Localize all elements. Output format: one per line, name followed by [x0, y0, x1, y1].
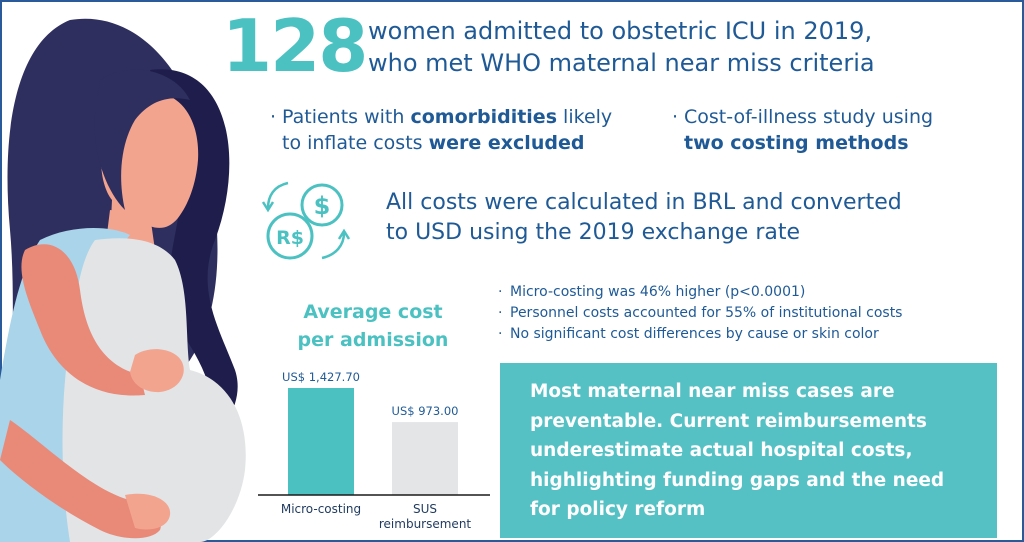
chart-title: Average cost per admission [268, 298, 478, 354]
finding-item: · No significant cost differences by caus… [498, 326, 879, 342]
findings-list: · Micro-costing was 46% higher (p<0.0001)… [498, 282, 902, 345]
hair-flow [150, 69, 238, 445]
finding-item: · Personnel costs accounted for 55% of in… [498, 305, 903, 321]
real-coin-icon [266, 212, 314, 260]
pregnant-woman-illustration [0, 18, 246, 542]
bar-2 [392, 422, 458, 495]
headline-line-1: women admitted to obstetric ICU in 2019, [368, 17, 873, 45]
arrow-bottom-right [321, 232, 346, 260]
arm [21, 244, 145, 396]
chart-title-line-2: per admission [297, 329, 449, 351]
bar-1 [288, 388, 354, 495]
finding-text-2: Personnel costs accounted for 55% of ins… [510, 305, 903, 321]
bullet-left-line2-bold: were excluded [428, 132, 585, 154]
finding-item: · Micro-costing was 46% higher (p<0.0001) [498, 284, 806, 300]
hand-top [130, 349, 184, 393]
average-cost-bar-chart: US$ 1,427.70 Micro-costing US$ 973.00 SUSre… [258, 370, 490, 531]
dollar-sign: $ [314, 192, 331, 220]
arm-lower [0, 420, 161, 539]
headline-text: women admitted to obstetric ICU in 2019,… [368, 15, 875, 79]
bullet-left-line1-post: likely [557, 106, 613, 128]
bullet-right-line2-bold: two costing methods [684, 132, 909, 154]
conversion-line-2: to USD using the 2019 exchange rate [386, 220, 801, 245]
bullet-left-line2-pre: to inflate costs [282, 132, 429, 154]
chart-title-line-1: Average cost [303, 301, 443, 323]
finding-text-1: Micro-costing was 46% higher (p<0.0001) [510, 284, 806, 300]
bullet-dot: · [672, 106, 679, 128]
callout-line-2: preventable. Current reimbursements [530, 410, 927, 432]
category-label-2: reimbursement [379, 517, 472, 531]
bar-value-label-2: US$ 973.00 [392, 404, 459, 418]
callout-line-4: highlighting funding gaps and the need [530, 469, 945, 491]
hand-bottom [125, 493, 171, 530]
currency-exchange-icon: $ R$ [261, 181, 351, 260]
callout-line-3: underestimate actual hospital costs, [530, 440, 913, 461]
real-sign: R$ [276, 227, 304, 249]
dollar-coin-icon [300, 183, 344, 227]
conversion-text: All costs were calculated in BRL and con… [386, 188, 902, 248]
conversion-line-1: All costs were calculated in BRL and con… [386, 190, 902, 215]
callout-line-5: for policy reform [530, 499, 706, 520]
bullet-dot: · [270, 106, 277, 128]
headline-line-2: who met WHO maternal near miss criteria [368, 49, 875, 77]
conclusion-callout: Most maternal near miss cases are preven… [500, 363, 997, 538]
hair-front [94, 69, 190, 210]
bullet-comorbidities: · Patients with comorbidities likely to i… [270, 104, 612, 156]
finding-text-3: No significant cost differences by cause… [510, 326, 879, 342]
bar-value-label-1: US$ 1,427.70 [282, 370, 360, 384]
category-label-2: SUS [413, 502, 437, 516]
bullet-left-line1-pre: Patients with [282, 106, 411, 128]
arrow-top-left [266, 181, 289, 209]
bullet-right-line1: Cost-of-illness study using [684, 106, 934, 128]
bullet-costing-methods: · Cost-of-illness study using two costing… [672, 104, 933, 156]
callout-line-1: Most maternal near miss cases are [530, 381, 895, 402]
category-label-1: Micro-costing [281, 502, 361, 516]
bullet-left-line1-bold: comorbidities [410, 106, 558, 128]
headline-number: 128 [222, 4, 368, 88]
